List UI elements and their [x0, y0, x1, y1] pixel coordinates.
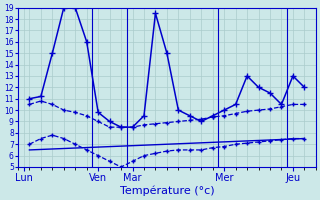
X-axis label: Température (°c): Température (°c): [120, 185, 214, 196]
